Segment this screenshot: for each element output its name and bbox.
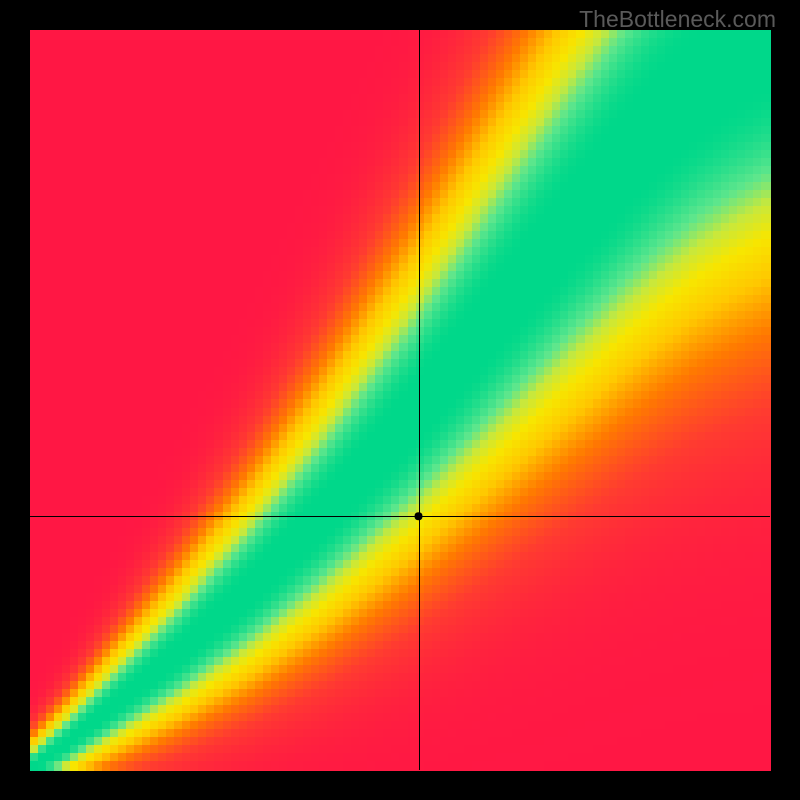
bottleneck-heatmap: [0, 0, 800, 800]
